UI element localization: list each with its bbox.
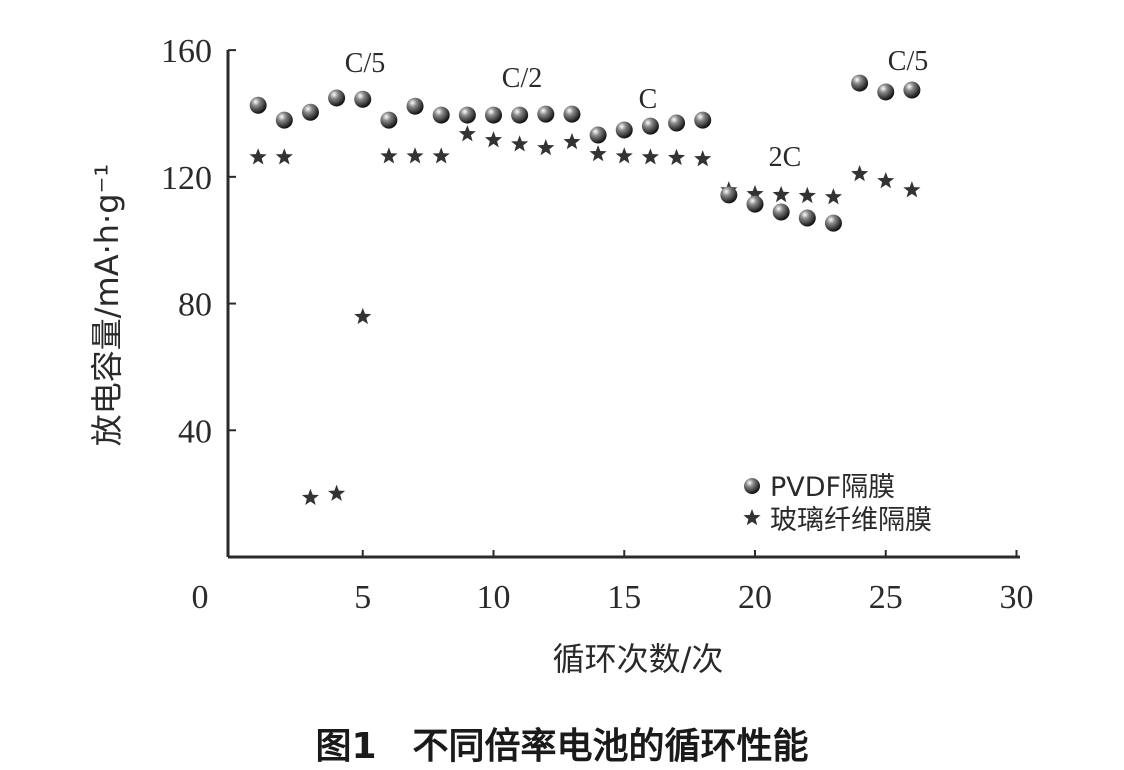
rate-annotation: C (639, 84, 658, 115)
pvdf-point (851, 74, 869, 92)
glass-fiber-point (563, 133, 581, 150)
x-tick-label: 10 (477, 579, 511, 616)
glass-fiber-point (641, 148, 659, 165)
y-tick-label: 40 (178, 413, 212, 450)
glass-fiber-point (432, 147, 450, 164)
glass-fiber-point (406, 147, 424, 164)
pvdf-point (380, 111, 398, 129)
x-axis-label: 循环次数/次 (553, 640, 724, 678)
pvdf-point (746, 195, 764, 213)
glass-fiber-point (877, 172, 895, 189)
pvdf-point (354, 90, 372, 108)
x-tick-label: 30 (1000, 579, 1034, 616)
pvdf-point (406, 97, 424, 115)
y-tick-label: 160 (161, 33, 212, 70)
legend-label-pvdf: PVDF隔膜 (770, 472, 895, 503)
y-axis-label: 放电容量/mA·h·g⁻¹ (88, 164, 126, 447)
glass-fiber-point (249, 148, 267, 165)
pvdf-point (563, 105, 581, 123)
x-tick-label: 20 (738, 579, 772, 616)
rate-annotation: C/5 (345, 48, 385, 79)
pvdf-point (903, 81, 921, 99)
pvdf-point (275, 111, 293, 129)
glass-fiber-point (798, 186, 816, 204)
pvdf-point (432, 106, 450, 124)
pvdf-point (537, 105, 555, 123)
x-tick-label: 25 (869, 579, 903, 616)
legend-marker-glass (743, 509, 761, 526)
rate-annotation: C/5 (888, 46, 928, 77)
glass-fiber-point (328, 484, 346, 501)
pvdf-point (798, 209, 816, 227)
pvdf-point (694, 111, 712, 129)
pvdf-point (301, 103, 319, 121)
rate-annotation: 2C (769, 142, 802, 173)
figure-caption: 图1 不同倍率电池的循环性能 (315, 726, 808, 767)
pvdf-point (824, 214, 842, 232)
pvdf-point (772, 203, 790, 221)
glass-fiber-point (746, 184, 764, 202)
pvdf-point (720, 186, 738, 204)
glass-fiber-point (511, 135, 529, 152)
pvdf-point (877, 83, 895, 101)
glass-fiber-point (537, 139, 555, 156)
pvdf-point (641, 117, 659, 135)
glass-fiber-point (589, 145, 607, 162)
legend-marker-pvdf (744, 478, 760, 494)
x-tick-label: 15 (607, 579, 641, 616)
glass-fiber-point (301, 488, 319, 505)
glass-fiber-point (772, 185, 790, 203)
pvdf-point (328, 89, 346, 107)
pvdf-point (668, 114, 686, 132)
pvdf-point (589, 126, 607, 144)
x-tick-label: 5 (354, 579, 371, 616)
glass-fiber-point (668, 148, 686, 166)
legend-label-glass: 玻璃纤维隔膜 (770, 505, 932, 536)
pvdf-point (458, 106, 476, 124)
glass-fiber-point (458, 125, 476, 142)
glass-fiber-point (824, 188, 842, 205)
y-tick-label: 80 (178, 287, 212, 324)
glass-fiber-point (694, 150, 712, 167)
glass-fiber-point (615, 147, 633, 164)
rate-annotation: C/2 (502, 63, 542, 94)
pvdf-point (249, 96, 267, 114)
glass-fiber-point (380, 147, 398, 164)
legend: PVDF隔膜 玻璃纤维隔膜 (743, 472, 932, 536)
glass-fiber-point (275, 148, 293, 165)
glass-fiber-point (484, 131, 503, 148)
x-tick-label: 0 (192, 579, 209, 616)
y-tick-label: 120 (161, 160, 212, 197)
pvdf-point (615, 121, 633, 139)
glass-fiber-point (851, 165, 869, 182)
glass-fiber-point (354, 307, 372, 325)
pvdf-point (511, 106, 529, 124)
pvdf-point (485, 106, 502, 124)
glass-fiber-point (903, 181, 921, 198)
